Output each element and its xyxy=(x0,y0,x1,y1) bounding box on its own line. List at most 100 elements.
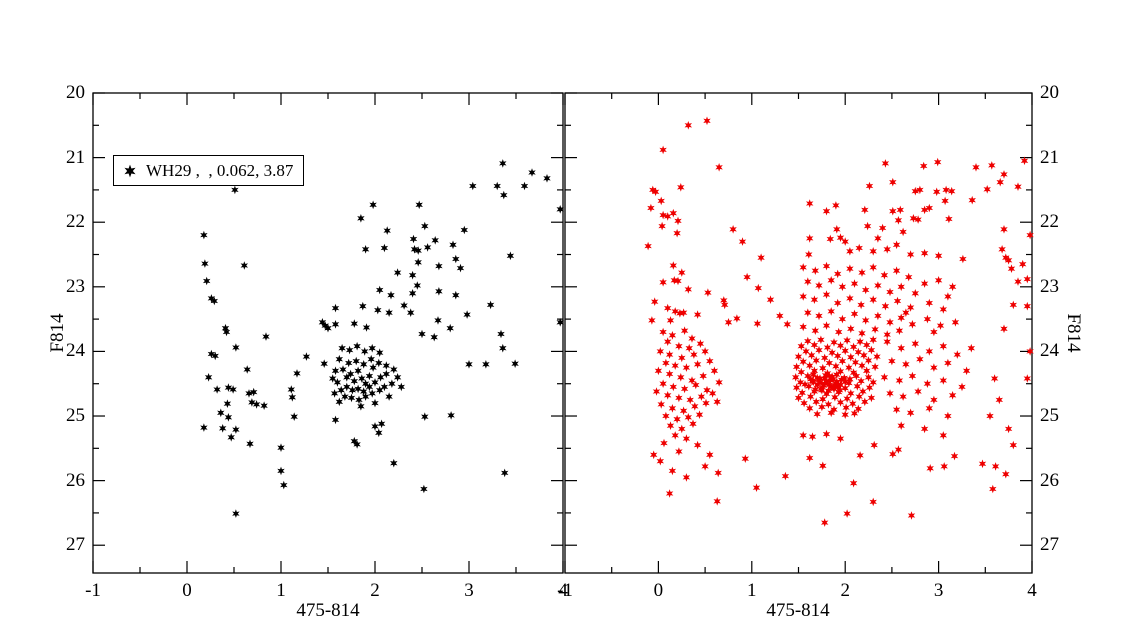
data-point xyxy=(663,391,672,400)
data-point xyxy=(227,433,235,442)
data-point xyxy=(361,392,370,401)
data-point xyxy=(914,387,922,396)
data-point xyxy=(802,347,810,356)
data-point xyxy=(951,318,960,327)
data-point xyxy=(390,365,398,374)
data-point xyxy=(361,379,370,388)
data-point xyxy=(650,297,659,306)
data-point xyxy=(836,398,845,407)
data-point xyxy=(397,382,406,392)
data-point xyxy=(354,384,362,394)
data-point xyxy=(245,389,253,398)
data-point xyxy=(290,412,298,421)
data-point xyxy=(998,245,1006,254)
data-point xyxy=(861,205,869,215)
data-point xyxy=(693,310,702,319)
data-point xyxy=(670,276,679,285)
left-x-tick-label: 2 xyxy=(370,580,380,601)
data-point xyxy=(838,314,847,324)
data-point xyxy=(706,356,714,366)
data-point xyxy=(854,347,863,357)
data-point xyxy=(881,301,890,311)
left-y-tick-label: 26 xyxy=(66,469,85,491)
data-point xyxy=(871,362,879,372)
data-point xyxy=(894,216,903,225)
data-point xyxy=(668,466,677,476)
data-point xyxy=(869,378,877,387)
data-point xyxy=(811,266,820,275)
data-point xyxy=(811,385,820,394)
data-point xyxy=(345,345,354,355)
data-point xyxy=(841,377,849,387)
data-point xyxy=(659,379,667,388)
data-point xyxy=(846,294,854,303)
data-point xyxy=(350,319,359,328)
data-point xyxy=(232,509,240,518)
data-point xyxy=(666,421,675,430)
data-point xyxy=(701,347,709,356)
data-point xyxy=(831,393,839,402)
data-point xyxy=(832,378,840,388)
data-point xyxy=(393,373,402,382)
data-point xyxy=(871,325,879,334)
data-point xyxy=(200,423,208,432)
data-point xyxy=(362,323,371,332)
data-point xyxy=(813,409,821,419)
data-point xyxy=(920,248,929,258)
data-point xyxy=(1000,324,1008,334)
data-point xyxy=(883,337,891,346)
data-point xyxy=(649,450,658,460)
left-y-tick-label: 24 xyxy=(66,340,85,362)
data-point xyxy=(715,163,723,172)
data-point xyxy=(845,378,853,388)
data-point xyxy=(388,379,396,388)
data-point xyxy=(865,181,874,191)
data-point xyxy=(791,373,800,382)
right-x-tick-label: 2 xyxy=(840,580,850,601)
data-point xyxy=(695,410,704,419)
data-point xyxy=(1026,347,1034,356)
data-point xyxy=(911,339,920,348)
data-point xyxy=(920,279,929,288)
data-point xyxy=(902,360,910,369)
data-point xyxy=(941,196,949,206)
data-point xyxy=(243,365,251,374)
data-point xyxy=(862,340,871,350)
data-point xyxy=(702,398,710,408)
data-point xyxy=(497,329,505,339)
data-point xyxy=(962,366,971,376)
data-point xyxy=(685,343,693,353)
data-point xyxy=(852,371,861,381)
data-point xyxy=(202,276,211,286)
data-point xyxy=(223,399,232,408)
data-point xyxy=(895,326,904,335)
left-x-tick-label: -1 xyxy=(85,580,101,601)
data-point xyxy=(733,314,741,323)
data-point xyxy=(232,343,240,352)
data-point xyxy=(374,305,382,315)
data-point xyxy=(805,382,813,391)
data-point xyxy=(207,294,216,303)
data-point xyxy=(465,360,473,369)
data-point xyxy=(996,177,1004,187)
data-point xyxy=(806,374,815,384)
x-axis-title-left-panel: 475-814 xyxy=(296,600,360,621)
right-y-tick-label: 21 xyxy=(1040,146,1059,168)
data-point xyxy=(499,343,507,353)
data-point xyxy=(331,320,340,329)
data-point xyxy=(825,380,834,390)
data-point xyxy=(367,354,375,364)
data-point xyxy=(835,385,844,395)
data-point xyxy=(680,384,689,394)
data-point xyxy=(805,250,813,259)
data-point xyxy=(500,468,509,478)
data-point xyxy=(511,359,519,368)
data-point xyxy=(846,374,854,384)
data-point xyxy=(376,373,385,382)
data-point xyxy=(865,383,874,392)
data-point xyxy=(213,385,221,394)
data-point xyxy=(673,414,681,424)
data-point xyxy=(874,234,882,243)
data-point xyxy=(359,387,368,396)
right-x-tick-label: 0 xyxy=(653,580,664,601)
